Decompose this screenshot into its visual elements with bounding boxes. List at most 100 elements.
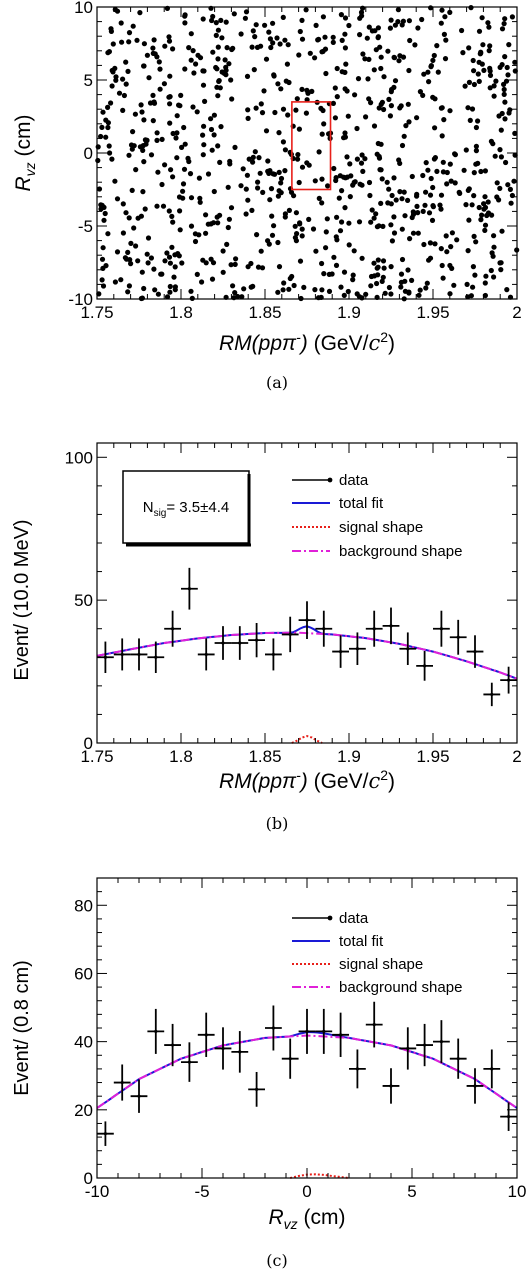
scatter-point	[356, 219, 363, 225]
scatter-point	[232, 144, 238, 150]
scatter-point	[416, 292, 422, 298]
scatter-point	[447, 9, 453, 15]
scatter-point	[197, 195, 203, 201]
scatter-point	[294, 231, 300, 237]
scatter-point	[245, 264, 251, 270]
scatter-point	[185, 155, 191, 161]
scatter-point	[378, 54, 384, 60]
panel-label: (b)	[266, 814, 289, 833]
scatter-point	[369, 207, 375, 213]
scatter-point	[296, 179, 302, 186]
data-point	[255, 1087, 259, 1091]
data-point	[423, 1043, 427, 1047]
scatter-point	[200, 152, 206, 158]
scatter-point	[306, 216, 312, 222]
y-tick-label: 50	[74, 591, 93, 610]
scatter-point	[193, 61, 199, 67]
scatter-point	[432, 241, 438, 247]
scatter-point	[378, 65, 384, 72]
scatter-point	[197, 55, 204, 61]
scatter-point	[339, 188, 345, 194]
x-tick-marks	[96, 443, 518, 743]
scatter-point	[287, 275, 293, 282]
scatter-point	[166, 208, 172, 214]
scatter-point	[283, 78, 289, 84]
scatter-point	[191, 70, 197, 76]
scatter-point	[482, 227, 488, 233]
scatter-point	[508, 200, 514, 206]
scatter-point	[215, 93, 221, 99]
scatter-point	[431, 52, 437, 59]
scatter-point	[352, 92, 358, 98]
data-point	[339, 1033, 343, 1037]
scatter-point	[167, 283, 173, 290]
scatter-point	[188, 223, 195, 229]
scatter-point	[123, 81, 129, 87]
data-point	[171, 1043, 175, 1047]
scatter-point	[112, 65, 118, 71]
scatter-point	[192, 238, 199, 245]
data-point	[221, 1046, 225, 1051]
scatter-point	[444, 249, 450, 255]
scatter-point	[148, 152, 155, 158]
scatter-point	[461, 167, 467, 173]
x-tick-marks	[96, 878, 518, 1178]
scatter-point	[249, 44, 255, 50]
scatter-point	[252, 149, 258, 155]
scatter-point	[254, 232, 260, 238]
scatter-point	[399, 22, 405, 28]
scatter-point	[99, 277, 105, 283]
scatter-point	[243, 211, 249, 217]
scatter-point	[152, 287, 158, 293]
x-axis-label: RM(ppπ-) (GeV/c2)	[219, 329, 395, 355]
scatter-point	[278, 86, 284, 92]
background-shape-curve	[96, 631, 518, 680]
scatter-point	[169, 244, 175, 250]
scatter-point	[409, 173, 415, 180]
scatter-point	[270, 20, 276, 26]
scatter-point	[345, 288, 351, 295]
scatter-point	[502, 99, 508, 105]
y-tick-label: 80	[74, 896, 93, 915]
scatter-point	[323, 245, 329, 251]
scatter-point	[167, 260, 173, 266]
scatter-point	[177, 208, 183, 214]
scatter-point	[375, 34, 381, 40]
scatter-point	[265, 158, 271, 164]
data-point	[305, 618, 309, 622]
scatter-point	[258, 101, 264, 107]
scatter-point	[162, 162, 168, 168]
scatter-point	[128, 142, 135, 148]
scatter-point	[448, 244, 454, 250]
legend-label-total-fit: total fit	[339, 933, 384, 950]
scatter-point	[430, 57, 436, 64]
x-tick-label: 1.8	[169, 747, 193, 766]
data-point	[473, 1084, 477, 1088]
scatter-point	[452, 151, 458, 157]
scatter-point	[470, 57, 476, 64]
scatter-point	[245, 115, 251, 121]
scatter-point	[427, 255, 434, 261]
scatter-point	[170, 130, 176, 137]
legend-entry-signal-shape: signal shape	[292, 956, 423, 973]
scatter-point	[496, 113, 502, 119]
x-tick-label: -5	[194, 1182, 209, 1201]
scatter-point	[509, 192, 515, 199]
scatter-point	[296, 52, 302, 58]
scatter-point	[172, 287, 178, 293]
scatter-point	[476, 28, 483, 34]
scatter-point	[359, 182, 365, 188]
data-point	[137, 652, 141, 657]
x-tick-label: 1.95	[416, 303, 449, 322]
scatter-point	[310, 226, 317, 232]
scatter-point	[182, 66, 188, 72]
scatter-point	[223, 64, 229, 70]
scatter-point	[447, 161, 453, 167]
scatter-point	[441, 31, 447, 37]
scatter-point	[277, 41, 283, 47]
scatter-point	[186, 45, 192, 51]
scatter-point	[240, 166, 246, 172]
scatter-point	[214, 66, 220, 72]
scatter-point	[378, 101, 384, 107]
scatter-point	[355, 76, 362, 82]
